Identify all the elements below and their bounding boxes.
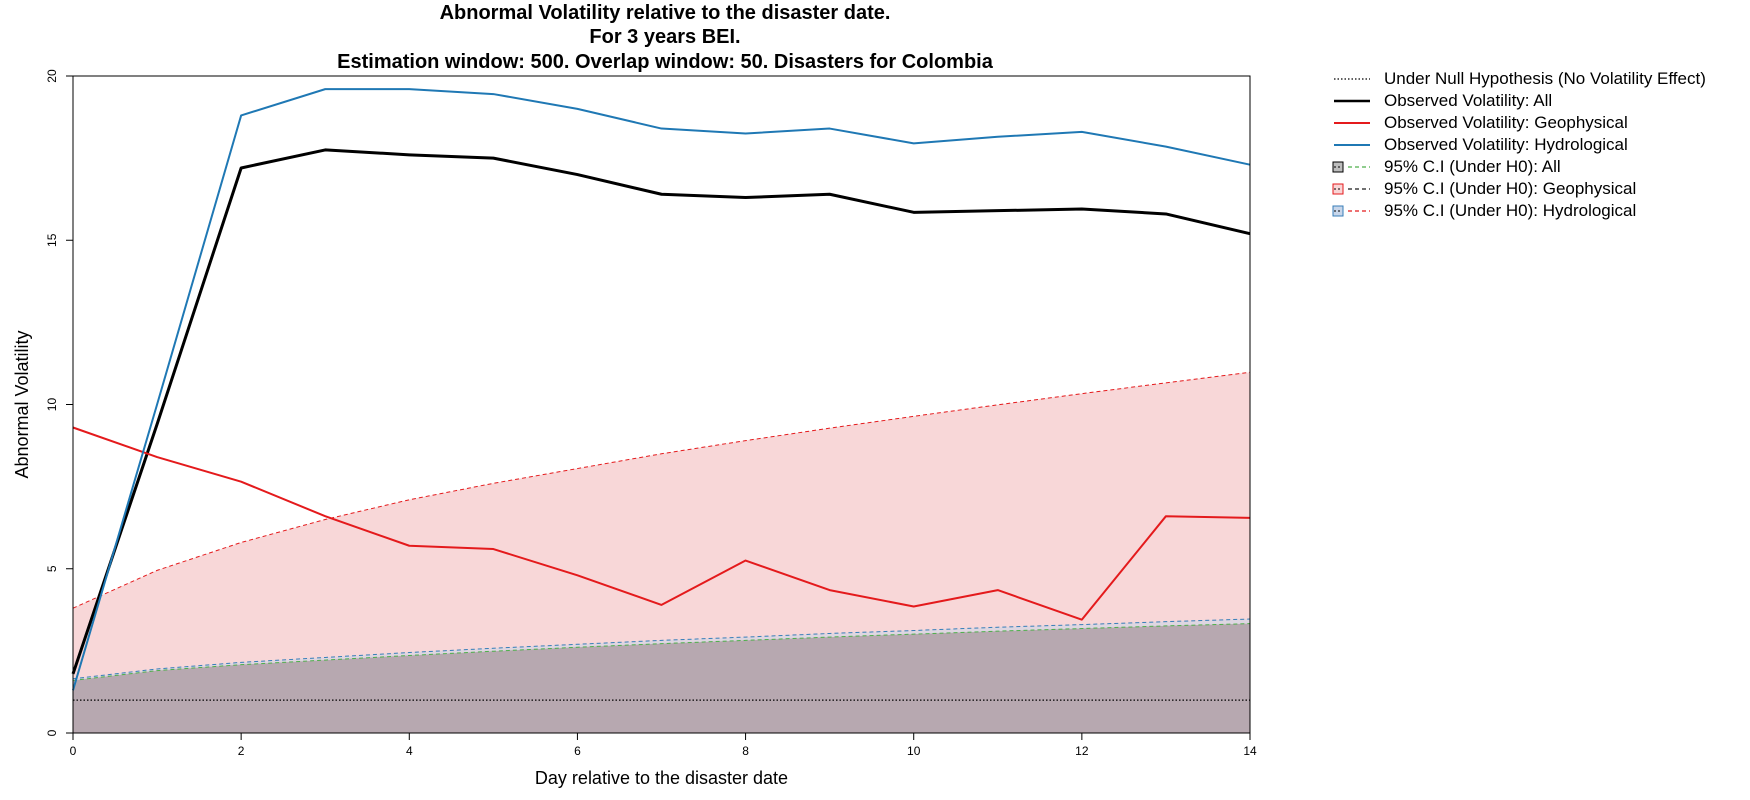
y-tick-label: 15 xyxy=(45,233,59,247)
legend-label-all: Observed Volatility: All xyxy=(1384,91,1553,110)
chart-title-line-2: For 3 years BEI. xyxy=(589,26,741,48)
legend-key-all xyxy=(1334,99,1370,103)
legend-label-ci-hydrological: 95% C.I (Under H0): Hydrological xyxy=(1384,201,1637,220)
y-tick-label: 20 xyxy=(45,69,59,83)
ci-band-overlay xyxy=(73,623,1250,733)
x-tick-label: 4 xyxy=(406,744,413,758)
series-line-1 xyxy=(72,426,1251,621)
legend-label-ci-geophysical: 95% C.I (Under H0): Geophysical xyxy=(1384,179,1637,198)
x-tick-label: 14 xyxy=(1243,744,1257,758)
confidence-bands xyxy=(72,371,1251,733)
x-tick-label: 8 xyxy=(742,744,749,758)
x-tick-label: 6 xyxy=(574,744,581,758)
legend-label-null: Under Null Hypothesis (No Volatility Eff… xyxy=(1384,69,1706,88)
legend-key-geophysical xyxy=(1334,122,1370,124)
x-tick-label: 12 xyxy=(1075,744,1089,758)
series-lines xyxy=(71,88,1251,701)
chart-title-line-1: Abnormal Volatility relative to the disa… xyxy=(439,2,891,24)
y-tick-label: 10 xyxy=(45,398,59,412)
ci-band-line-1 xyxy=(72,371,1251,609)
legend-key-hydrological xyxy=(1334,144,1370,146)
legend-key-ci-hydrological xyxy=(1332,205,1370,217)
y-axis: 0 5 10 15 20 xyxy=(45,69,73,736)
legend-key-ci-all xyxy=(1332,161,1370,173)
y-axis-label: Abnormal Volatility xyxy=(12,330,32,478)
x-tick-label: 10 xyxy=(907,744,921,758)
y-tick-label: 5 xyxy=(45,565,59,572)
series-line-0 xyxy=(71,148,1251,675)
legend-label-ci-all: 95% C.I (Under H0): All xyxy=(1384,157,1561,176)
y-tick-label: 0 xyxy=(45,729,59,736)
chart-title-line-3: Estimation window: 500. Overlap window: … xyxy=(337,51,993,73)
legend-label-geophysical: Observed Volatility: Geophysical xyxy=(1384,113,1628,132)
ci-band-line-0 xyxy=(72,623,1251,681)
x-tick-label: 2 xyxy=(238,744,245,758)
x-axis-label: Day relative to the disaster date xyxy=(535,768,788,788)
ci-band-line-2 xyxy=(72,618,1251,680)
chart-plot: 0 2 4 6 8 10 12 14 0 5 10 15 20 Day relative to the… xyxy=(12,69,1257,788)
series-line-2 xyxy=(72,88,1251,691)
x-axis: 0 2 4 6 8 10 12 14 xyxy=(70,733,1257,758)
x-tick-label: 0 xyxy=(70,744,77,758)
legend-key-ci-geophysical xyxy=(1332,183,1370,195)
legend-key-null xyxy=(1334,78,1370,80)
legend-label-hydrological: Observed Volatility: Hydrological xyxy=(1384,135,1628,154)
